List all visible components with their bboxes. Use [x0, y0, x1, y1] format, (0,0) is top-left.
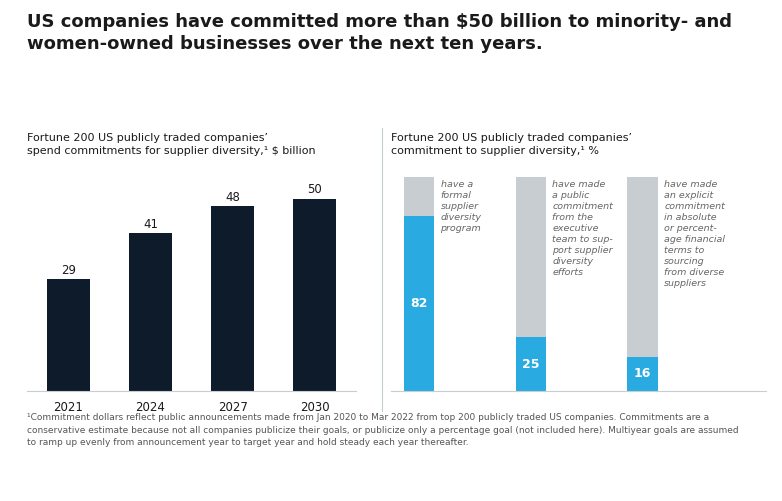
Bar: [293, 199, 336, 391]
Text: Fortune 200 US publicly traded companies’
spend commitments for supplier diversi: Fortune 200 US publicly traded companies…: [27, 133, 316, 156]
Bar: [129, 233, 172, 391]
Bar: [404, 177, 434, 216]
Text: 48: 48: [225, 191, 240, 204]
Bar: [47, 280, 90, 391]
Text: have made
a public
commitment
from the
executive
team to sup-
port supplier
dive: have made a public commitment from the e…: [552, 179, 613, 278]
Text: 16: 16: [634, 367, 651, 380]
Text: have made
an explicit
commitment
in absolute
or percent-
age financial
terms to
: have made an explicit commitment in abso…: [664, 179, 725, 289]
Bar: [404, 216, 434, 391]
Text: 29: 29: [61, 264, 76, 277]
Text: 82: 82: [411, 297, 428, 310]
Bar: [515, 177, 546, 338]
Text: have a
formal
supplier
diversity
program: have a formal supplier diversity program: [440, 179, 482, 233]
Text: 50: 50: [307, 183, 322, 196]
Bar: [627, 357, 658, 391]
Bar: [515, 338, 546, 391]
Bar: [211, 206, 254, 391]
Text: ¹Commitment dollars reflect public announcements made from Jan 2020 to Mar 2022 : ¹Commitment dollars reflect public annou…: [27, 413, 739, 447]
Text: 41: 41: [143, 217, 158, 230]
Text: 25: 25: [522, 358, 540, 371]
Text: US companies have committed more than $50 billion to minority- and
women-owned b: US companies have committed more than $5…: [27, 13, 733, 53]
Bar: [627, 177, 658, 357]
Text: Fortune 200 US publicly traded companies’
commitment to supplier diversity,¹ %: Fortune 200 US publicly traded companies…: [391, 133, 632, 156]
